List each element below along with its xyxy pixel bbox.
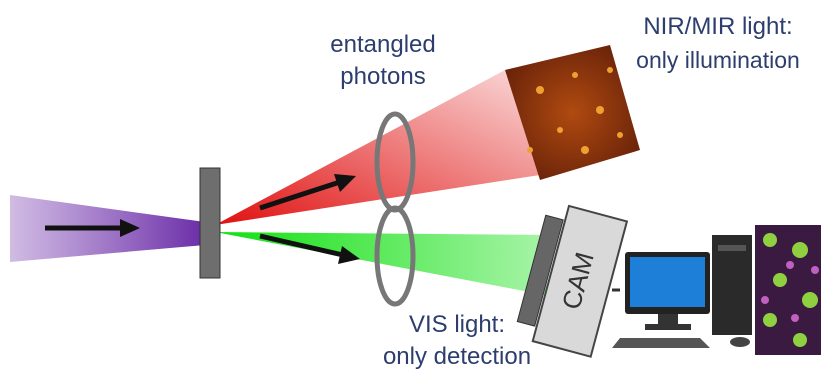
label: NIR/MIR light: bbox=[643, 13, 792, 40]
computer bbox=[612, 235, 752, 348]
label: only detection bbox=[383, 343, 531, 370]
crystal bbox=[200, 168, 220, 278]
signal-beam bbox=[215, 232, 555, 295]
diagram: CAM entangled photons NIR/MIR light: onl… bbox=[0, 0, 821, 372]
camera: CAM bbox=[513, 201, 627, 357]
label: photons bbox=[340, 63, 425, 90]
label: entangled bbox=[330, 31, 435, 58]
label: VIS light: bbox=[409, 311, 505, 338]
label: only illumination bbox=[636, 47, 800, 73]
